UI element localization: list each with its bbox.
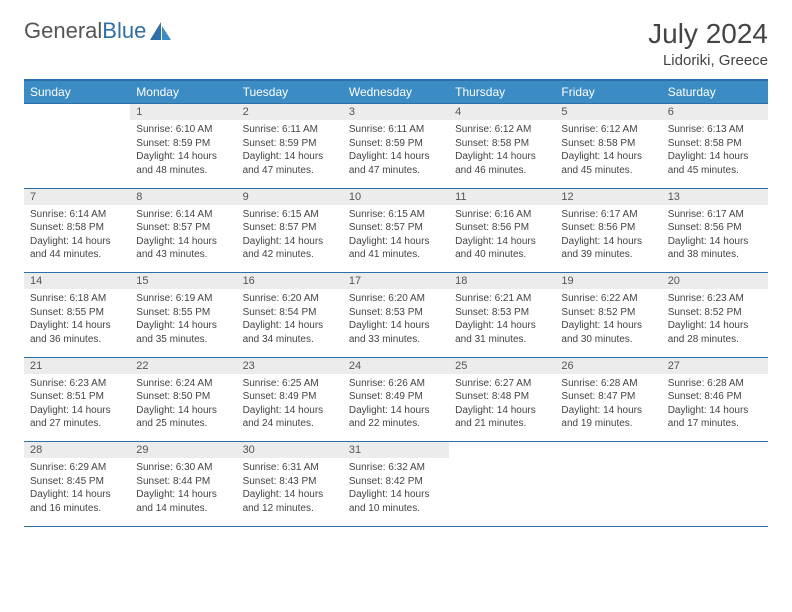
day-detail-cell xyxy=(555,458,661,526)
day-detail-cell: Sunrise: 6:28 AMSunset: 8:46 PMDaylight:… xyxy=(662,374,768,442)
day-number-cell: 31 xyxy=(343,442,449,459)
day-detail-cell: Sunrise: 6:21 AMSunset: 8:53 PMDaylight:… xyxy=(449,289,555,357)
day-number-cell: 20 xyxy=(662,273,768,290)
day-number-cell: 12 xyxy=(555,188,661,205)
day-number-cell: 22 xyxy=(130,357,236,374)
weekday-header: Wednesday xyxy=(343,80,449,104)
day-number-cell: 24 xyxy=(343,357,449,374)
day-detail-cell: Sunrise: 6:20 AMSunset: 8:53 PMDaylight:… xyxy=(343,289,449,357)
day-detail-cell: Sunrise: 6:30 AMSunset: 8:44 PMDaylight:… xyxy=(130,458,236,526)
day-number-cell: 29 xyxy=(130,442,236,459)
day-number-cell: 27 xyxy=(662,357,768,374)
day-number-cell: 6 xyxy=(662,104,768,121)
day-number-cell: 15 xyxy=(130,273,236,290)
day-detail-cell: Sunrise: 6:13 AMSunset: 8:58 PMDaylight:… xyxy=(662,120,768,188)
day-detail-cell: Sunrise: 6:12 AMSunset: 8:58 PMDaylight:… xyxy=(555,120,661,188)
day-detail-cell: Sunrise: 6:12 AMSunset: 8:58 PMDaylight:… xyxy=(449,120,555,188)
day-number-cell: 3 xyxy=(343,104,449,121)
day-detail-cell: Sunrise: 6:25 AMSunset: 8:49 PMDaylight:… xyxy=(237,374,343,442)
day-detail-cell: Sunrise: 6:20 AMSunset: 8:54 PMDaylight:… xyxy=(237,289,343,357)
day-number-cell: 30 xyxy=(237,442,343,459)
calendar-table: SundayMondayTuesdayWednesdayThursdayFrid… xyxy=(24,79,768,527)
day-number-cell: 13 xyxy=(662,188,768,205)
day-number-cell xyxy=(662,442,768,459)
weekday-header: Monday xyxy=(130,80,236,104)
title-block: July 2024 Lidoriki, Greece xyxy=(648,18,768,69)
day-detail-cell: Sunrise: 6:17 AMSunset: 8:56 PMDaylight:… xyxy=(555,205,661,273)
month-title: July 2024 xyxy=(648,18,768,50)
day-detail-cell: Sunrise: 6:18 AMSunset: 8:55 PMDaylight:… xyxy=(24,289,130,357)
day-number-row: 14151617181920 xyxy=(24,273,768,290)
day-detail-cell: Sunrise: 6:16 AMSunset: 8:56 PMDaylight:… xyxy=(449,205,555,273)
day-number-cell xyxy=(555,442,661,459)
day-number-cell: 9 xyxy=(237,188,343,205)
weekday-header: Sunday xyxy=(24,80,130,104)
day-detail-cell xyxy=(24,120,130,188)
brand-part2: Blue xyxy=(102,18,146,43)
day-detail-cell: Sunrise: 6:24 AMSunset: 8:50 PMDaylight:… xyxy=(130,374,236,442)
weekday-header: Saturday xyxy=(662,80,768,104)
day-detail-cell: Sunrise: 6:14 AMSunset: 8:57 PMDaylight:… xyxy=(130,205,236,273)
day-number-cell: 21 xyxy=(24,357,130,374)
day-detail-cell: Sunrise: 6:23 AMSunset: 8:52 PMDaylight:… xyxy=(662,289,768,357)
day-number-row: 78910111213 xyxy=(24,188,768,205)
day-number-cell: 28 xyxy=(24,442,130,459)
weekday-header: Thursday xyxy=(449,80,555,104)
day-number-cell: 2 xyxy=(237,104,343,121)
day-number-cell: 23 xyxy=(237,357,343,374)
brand-logo: GeneralBlue xyxy=(24,18,172,44)
day-detail-cell: Sunrise: 6:27 AMSunset: 8:48 PMDaylight:… xyxy=(449,374,555,442)
day-number-row: 123456 xyxy=(24,104,768,121)
day-detail-cell: Sunrise: 6:19 AMSunset: 8:55 PMDaylight:… xyxy=(130,289,236,357)
day-number-cell: 18 xyxy=(449,273,555,290)
day-detail-row: Sunrise: 6:29 AMSunset: 8:45 PMDaylight:… xyxy=(24,458,768,526)
day-number-cell: 16 xyxy=(237,273,343,290)
day-number-cell: 7 xyxy=(24,188,130,205)
weekday-header: Tuesday xyxy=(237,80,343,104)
day-number-cell: 26 xyxy=(555,357,661,374)
day-detail-row: Sunrise: 6:18 AMSunset: 8:55 PMDaylight:… xyxy=(24,289,768,357)
day-number-cell: 10 xyxy=(343,188,449,205)
calendar-body: 123456Sunrise: 6:10 AMSunset: 8:59 PMDay… xyxy=(24,104,768,527)
day-detail-cell: Sunrise: 6:26 AMSunset: 8:49 PMDaylight:… xyxy=(343,374,449,442)
day-detail-cell: Sunrise: 6:28 AMSunset: 8:47 PMDaylight:… xyxy=(555,374,661,442)
day-number-cell: 11 xyxy=(449,188,555,205)
day-number-cell xyxy=(449,442,555,459)
day-detail-row: Sunrise: 6:14 AMSunset: 8:58 PMDaylight:… xyxy=(24,205,768,273)
day-detail-cell: Sunrise: 6:31 AMSunset: 8:43 PMDaylight:… xyxy=(237,458,343,526)
day-detail-row: Sunrise: 6:23 AMSunset: 8:51 PMDaylight:… xyxy=(24,374,768,442)
day-detail-cell: Sunrise: 6:32 AMSunset: 8:42 PMDaylight:… xyxy=(343,458,449,526)
day-detail-cell xyxy=(662,458,768,526)
day-number-cell: 19 xyxy=(555,273,661,290)
location-label: Lidoriki, Greece xyxy=(648,52,768,69)
day-detail-cell: Sunrise: 6:11 AMSunset: 8:59 PMDaylight:… xyxy=(343,120,449,188)
day-number-cell: 5 xyxy=(555,104,661,121)
day-detail-cell: Sunrise: 6:22 AMSunset: 8:52 PMDaylight:… xyxy=(555,289,661,357)
day-number-cell: 1 xyxy=(130,104,236,121)
day-number-cell xyxy=(24,104,130,121)
day-number-row: 28293031 xyxy=(24,442,768,459)
calendar-header: SundayMondayTuesdayWednesdayThursdayFrid… xyxy=(24,80,768,104)
day-detail-cell: Sunrise: 6:10 AMSunset: 8:59 PMDaylight:… xyxy=(130,120,236,188)
brand-name: GeneralBlue xyxy=(24,18,146,44)
day-detail-cell: Sunrise: 6:15 AMSunset: 8:57 PMDaylight:… xyxy=(237,205,343,273)
day-detail-row: Sunrise: 6:10 AMSunset: 8:59 PMDaylight:… xyxy=(24,120,768,188)
day-number-cell: 4 xyxy=(449,104,555,121)
day-detail-cell: Sunrise: 6:14 AMSunset: 8:58 PMDaylight:… xyxy=(24,205,130,273)
day-number-cell: 14 xyxy=(24,273,130,290)
day-detail-cell: Sunrise: 6:29 AMSunset: 8:45 PMDaylight:… xyxy=(24,458,130,526)
day-detail-cell xyxy=(449,458,555,526)
day-number-cell: 8 xyxy=(130,188,236,205)
day-number-cell: 25 xyxy=(449,357,555,374)
day-number-row: 21222324252627 xyxy=(24,357,768,374)
weekday-header: Friday xyxy=(555,80,661,104)
header: GeneralBlue July 2024 Lidoriki, Greece xyxy=(24,18,768,69)
day-number-cell: 17 xyxy=(343,273,449,290)
day-detail-cell: Sunrise: 6:17 AMSunset: 8:56 PMDaylight:… xyxy=(662,205,768,273)
day-detail-cell: Sunrise: 6:15 AMSunset: 8:57 PMDaylight:… xyxy=(343,205,449,273)
sail-icon xyxy=(150,22,172,40)
brand-part1: General xyxy=(24,18,102,43)
day-detail-cell: Sunrise: 6:23 AMSunset: 8:51 PMDaylight:… xyxy=(24,374,130,442)
day-detail-cell: Sunrise: 6:11 AMSunset: 8:59 PMDaylight:… xyxy=(237,120,343,188)
